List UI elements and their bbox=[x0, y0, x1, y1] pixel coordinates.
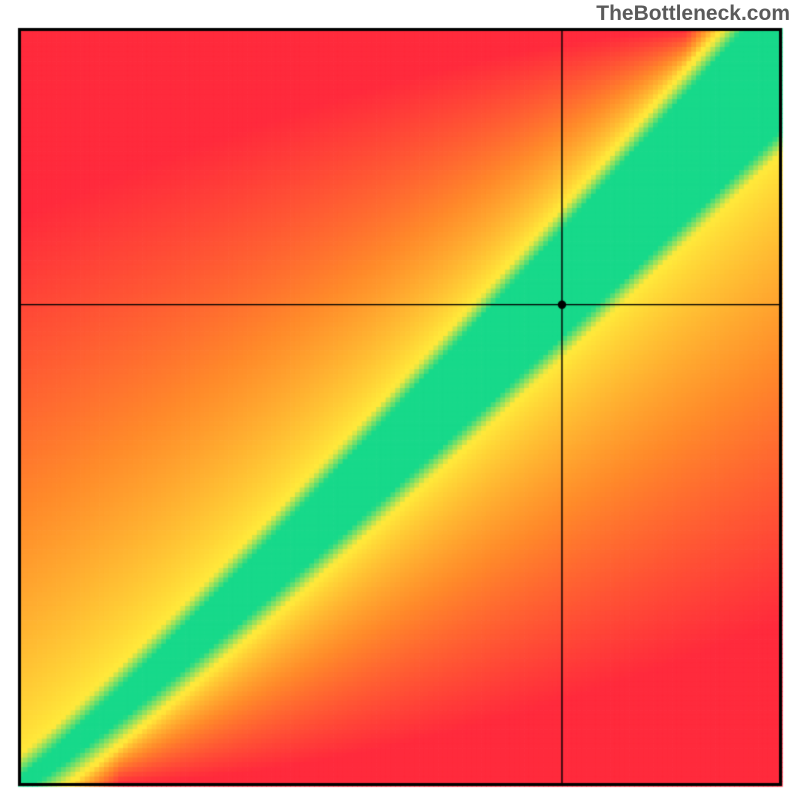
bottleneck-heatmap bbox=[0, 0, 800, 800]
chart-container: TheBottleneck.com bbox=[0, 0, 800, 800]
